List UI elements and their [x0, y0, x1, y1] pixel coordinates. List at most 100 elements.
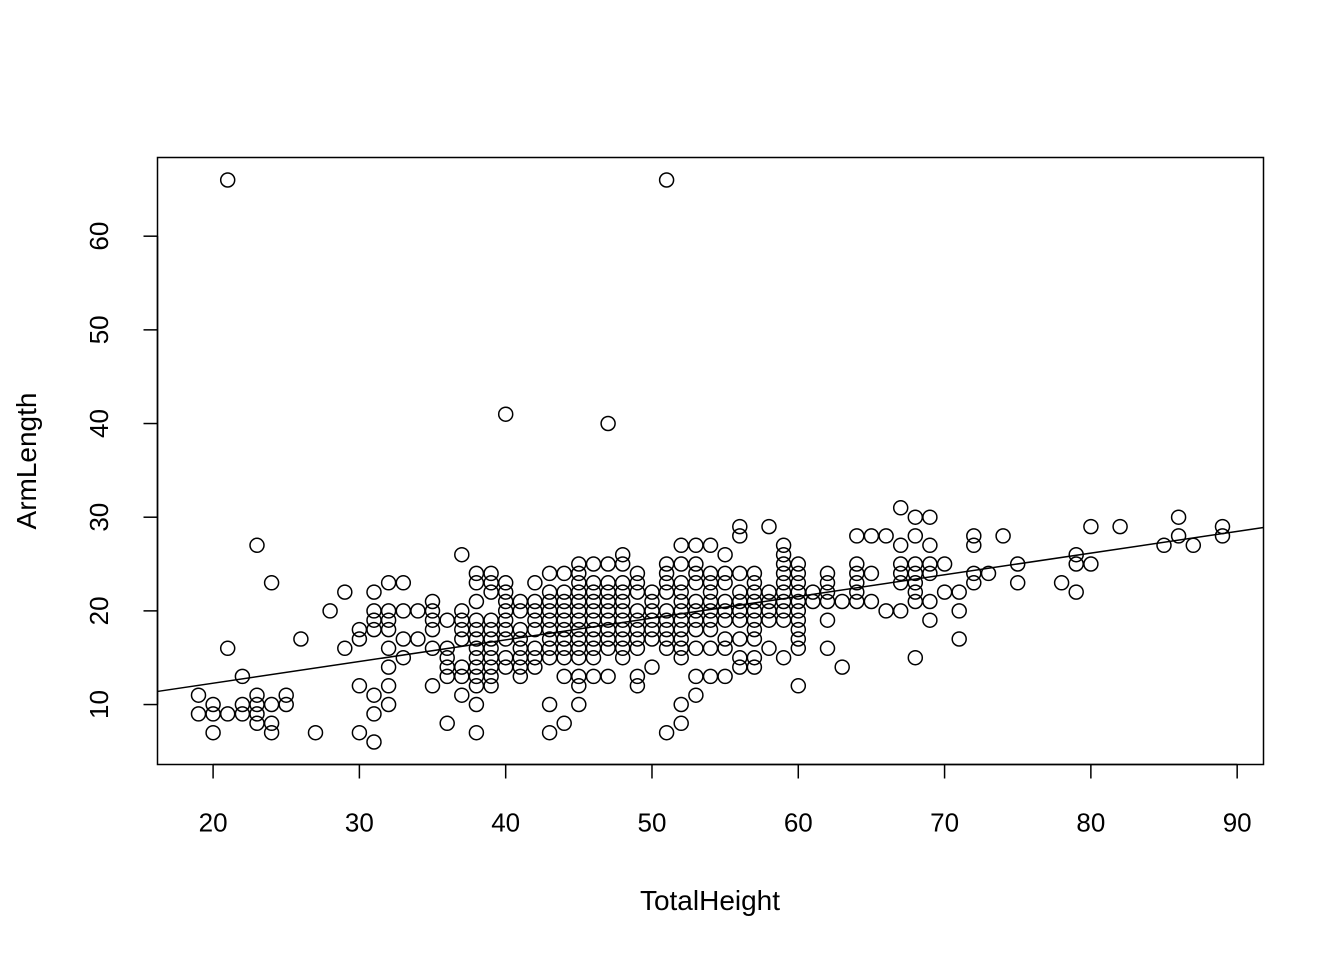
data-point	[732, 565, 748, 582]
x-axis-label: TotalHeight	[640, 885, 780, 916]
data-point	[234, 706, 251, 722]
data-point	[322, 603, 338, 619]
data-point	[819, 612, 836, 628]
data-point	[702, 668, 719, 685]
data-point	[761, 640, 777, 657]
data-point	[863, 565, 880, 582]
data-point	[629, 668, 646, 685]
data-point	[541, 724, 558, 741]
data-point	[863, 528, 880, 544]
data-point	[1009, 575, 1026, 591]
data-point	[644, 631, 660, 647]
data-point	[512, 603, 529, 619]
data-point	[380, 621, 397, 638]
data-point	[219, 640, 236, 657]
data-point	[366, 706, 382, 722]
data-point	[1009, 556, 1026, 572]
data-point	[541, 649, 558, 666]
data-point	[234, 668, 251, 685]
data-point	[922, 509, 938, 525]
data-point	[263, 715, 280, 732]
data-point	[863, 593, 880, 610]
data-point	[658, 584, 675, 600]
data-point	[366, 584, 382, 600]
data-point	[790, 575, 807, 591]
data-point	[454, 631, 470, 647]
data-point	[907, 528, 924, 544]
data-point	[790, 603, 807, 619]
data-point	[629, 678, 646, 694]
x-axis: 20 30 40 50 60 70 80 90	[199, 763, 1252, 838]
data-point	[717, 612, 733, 628]
data-point	[907, 584, 924, 600]
data-point	[688, 621, 704, 638]
data-point	[819, 565, 836, 582]
data-point	[951, 631, 967, 647]
data-point	[688, 556, 704, 572]
y-tick-label: 30	[84, 503, 114, 532]
data-point	[249, 706, 265, 722]
data-point	[600, 640, 616, 657]
data-point	[717, 546, 733, 563]
data-point	[337, 640, 353, 657]
data-point	[849, 528, 865, 544]
data-point	[497, 659, 514, 675]
data-point	[746, 565, 763, 582]
data-point	[556, 649, 572, 666]
data-point	[468, 696, 485, 713]
data-point	[936, 556, 953, 572]
data-point	[380, 640, 397, 657]
data-point	[380, 575, 397, 591]
data-point	[249, 715, 265, 732]
data-point	[673, 649, 689, 666]
data-point	[673, 696, 689, 713]
data-point	[688, 668, 704, 685]
data-point	[600, 556, 616, 572]
data-point	[966, 537, 982, 554]
x-tick-label: 30	[345, 808, 374, 838]
data-point	[658, 172, 675, 188]
data-point	[790, 621, 807, 638]
x-tick-label: 80	[1076, 808, 1105, 838]
data-point	[585, 556, 602, 572]
data-point	[790, 631, 807, 647]
data-point	[395, 631, 412, 647]
data-point	[746, 649, 763, 666]
data-point	[673, 556, 689, 572]
data-point	[673, 715, 689, 732]
data-point	[805, 593, 821, 610]
data-point	[278, 687, 294, 703]
data-point	[819, 593, 836, 610]
data-point	[980, 565, 997, 582]
data-point	[1068, 584, 1084, 600]
data-point	[395, 649, 412, 666]
data-point	[849, 584, 865, 600]
y-axis-label: ArmLength	[11, 393, 42, 530]
data-point	[468, 678, 485, 694]
data-point	[424, 603, 441, 619]
data-point	[702, 621, 719, 638]
data-point	[614, 649, 631, 666]
data-point	[673, 537, 689, 554]
data-point	[790, 556, 807, 572]
data-point	[585, 668, 602, 685]
data-point	[497, 575, 514, 591]
data-point	[263, 575, 280, 591]
data-point	[468, 575, 485, 591]
data-point	[702, 537, 719, 554]
data-point	[483, 668, 499, 685]
data-point	[424, 678, 441, 694]
data-point	[688, 575, 704, 591]
data-point	[571, 678, 587, 694]
data-point	[849, 556, 865, 572]
data-point	[600, 668, 616, 685]
y-axis: 10 20 30 40 50 60	[84, 222, 159, 719]
data-point	[819, 584, 836, 600]
data-point	[849, 593, 865, 610]
data-point	[790, 640, 807, 657]
data-point	[702, 584, 719, 600]
data-point	[673, 584, 689, 600]
data-point	[688, 640, 704, 657]
data-point	[351, 678, 368, 694]
data-point	[907, 509, 924, 525]
